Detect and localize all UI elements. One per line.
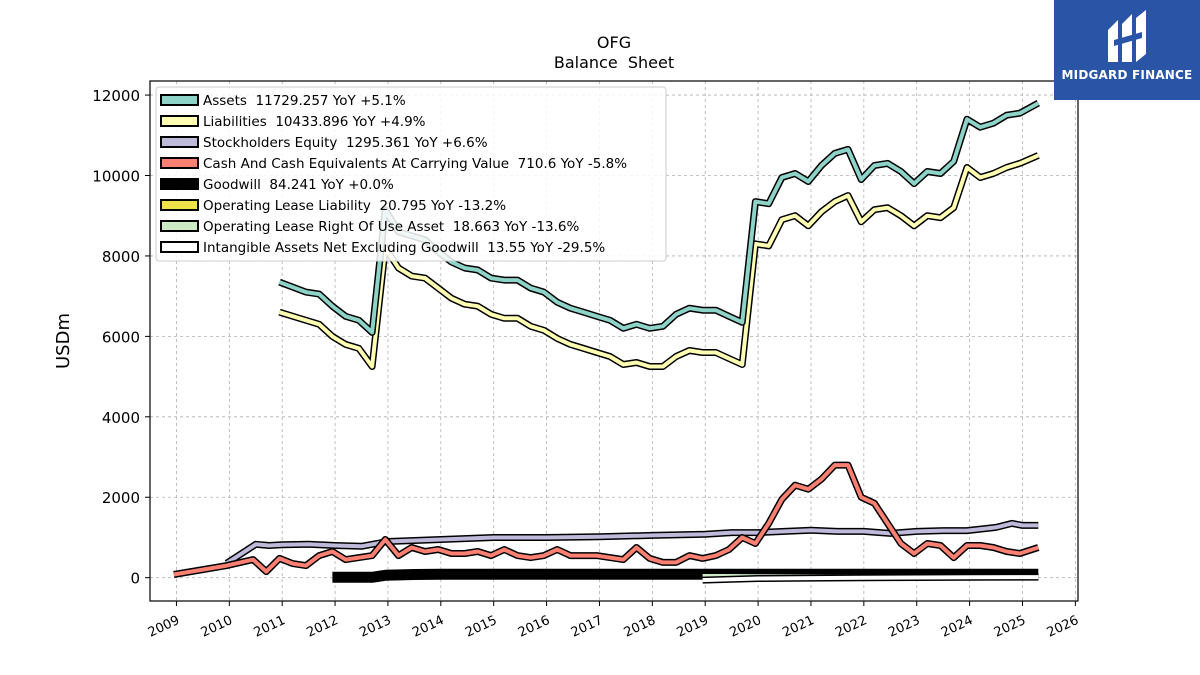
series-stroke: [225, 521, 1039, 565]
legend-entry: Goodwill 84.241 YoY +0.0%: [203, 177, 394, 193]
legend-entry: Liabilities 10433.896 YoY +4.9%: [203, 114, 426, 130]
series-line: [224, 519, 1039, 567]
legend-swatch: [160, 157, 199, 169]
series-stroke: [278, 153, 1040, 369]
legend-entry: Stockholders Equity 1295.361 YoY +6.6%: [203, 135, 488, 151]
legend-swatch: [160, 136, 199, 148]
chart-subtitle: Balance Sheet: [554, 53, 674, 72]
legend-entry: Operating Lease Liability 20.795 YoY -13…: [203, 198, 506, 214]
series-stroke: [173, 463, 1039, 577]
legend-swatch: [160, 94, 199, 106]
x-tick-label: 2017: [569, 613, 605, 641]
x-tick-label: 2014: [410, 613, 446, 641]
midgard-logo-icon: [1108, 10, 1146, 62]
x-tick-label: 2009: [146, 613, 182, 641]
y-tick-label: 6000: [102, 328, 140, 346]
x-tick-label: 2020: [727, 613, 763, 641]
chart-title: OFG: [597, 33, 631, 52]
x-tick-label: 2023: [886, 613, 922, 641]
y-axis-label: USDm: [53, 313, 74, 369]
x-tick-label: 2026: [1045, 613, 1081, 641]
legend-swatch: [160, 220, 199, 232]
series-line: [702, 573, 1039, 584]
legend-swatch: [160, 241, 199, 253]
legend-box: [155, 86, 667, 262]
x-tick-label: 2024: [939, 613, 975, 641]
legend-swatch: [160, 178, 199, 190]
y-tick-label: 0: [130, 570, 140, 588]
x-tick-label: 2010: [199, 613, 235, 641]
x-tick-label: 2019: [675, 613, 711, 641]
legend-entry: Assets 11729.257 YoY +5.1%: [203, 93, 406, 109]
x-tick-label: 2015: [463, 613, 499, 641]
x-tick-label: 2021: [780, 613, 816, 641]
x-tick-label: 2012: [304, 613, 340, 641]
y-axis-ticks: 0 2000 4000 6000 8000 10000 12000: [92, 87, 150, 588]
series-line: [278, 152, 1040, 370]
legend-entry: Cash And Cash Equivalents At Carrying Va…: [203, 156, 627, 172]
x-tick-label: 2011: [252, 613, 288, 641]
x-tick-label: 2022: [833, 613, 869, 641]
series-line: [173, 461, 1040, 578]
legend-entry: Operating Lease Right Of Use Asset 18.66…: [203, 219, 579, 235]
x-tick-label: 2025: [992, 613, 1028, 641]
y-tick-label: 4000: [102, 409, 140, 427]
legend-swatch: [160, 115, 199, 127]
brand-logo: MIDGARD FINANCE: [1054, 0, 1200, 100]
legend: Assets 11729.257 YoY +5.1% Liabilities 10…: [155, 86, 667, 262]
y-tick-label: 8000: [102, 248, 140, 266]
y-tick-label: 2000: [102, 489, 140, 507]
y-tick-label: 10000: [92, 168, 140, 186]
x-tick-label: 2016: [516, 613, 552, 641]
logo-text: MIDGARD FINANCE: [1061, 68, 1193, 82]
x-tick-label: 2018: [622, 613, 658, 641]
legend-entry: Intangible Assets Net Excluding Goodwill…: [203, 240, 605, 256]
x-tick-label: 2013: [357, 613, 393, 641]
y-tick-label: 12000: [92, 87, 140, 105]
plot-frame: [149, 80, 1079, 602]
x-axis-ticks: 2009 2010 2011 2012 2013 2014 2015 2016 2017 2018…: [146, 601, 1081, 641]
legend-swatch: [160, 199, 199, 211]
series-stroke: [702, 575, 1039, 583]
